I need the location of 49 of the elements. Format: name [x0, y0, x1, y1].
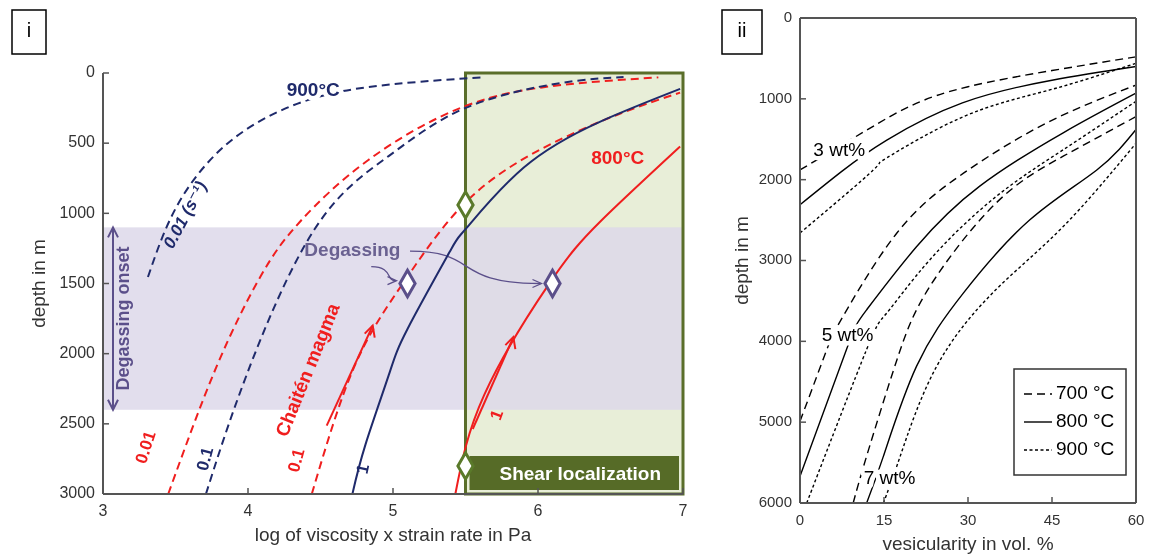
y-tick-label: 2000: [758, 169, 792, 187]
annotation: 900°C: [286, 79, 341, 101]
x-tick-label: 45: [1043, 511, 1061, 528]
x-tick-label: 3: [98, 502, 108, 519]
x-tick-label: 6: [533, 502, 543, 519]
line-series: [146, 76, 483, 279]
annotation: 3 wt%: [813, 139, 866, 161]
legend-label: 800 °C: [1056, 410, 1115, 432]
annotation: Degassing: [304, 239, 401, 261]
y-tick-label: 3000: [59, 484, 96, 502]
text: 0.01 (s⁻¹): [159, 177, 211, 252]
y-tick-label: 2500: [59, 414, 96, 432]
x-tick-label: 4: [243, 502, 253, 519]
band-label: Shear localization: [499, 463, 662, 484]
line-series: [454, 145, 682, 495]
y-tick-label: 2000: [59, 343, 96, 361]
y-tick-label: 3000: [758, 250, 792, 268]
x-tick-label: 30: [959, 511, 977, 528]
x-tick-label: 60: [1127, 511, 1145, 528]
line-series: [799, 62, 1137, 234]
y-tick-label: 5000: [758, 412, 792, 430]
annotation: 7 wt%: [863, 466, 916, 488]
chart-title: ii: [737, 19, 747, 42]
chart-title: i: [26, 19, 32, 42]
y-tick-label: 0: [783, 7, 792, 25]
y-tick-label: 4000: [758, 331, 792, 349]
band-label: Degassing onset: [113, 246, 133, 391]
annotation: 800°C: [591, 146, 645, 168]
x-tick-label: 7: [678, 502, 688, 519]
x-tick-label: 15: [875, 511, 893, 528]
y-axis-title: depth in m: [28, 239, 49, 328]
text: 0.1: [192, 445, 218, 473]
legend-label: 900 °C: [1056, 438, 1115, 460]
y-tick-label: 0: [86, 63, 96, 81]
y-tick-label: 1500: [59, 273, 96, 291]
line-series: [799, 56, 1137, 171]
x-tick-label: 0: [795, 511, 805, 528]
text: 0.1: [284, 446, 309, 475]
x-axis-title: vesicularity in vol. %: [882, 533, 1054, 554]
y-tick-label: 1000: [59, 203, 96, 221]
y-tick-label: 6000: [758, 492, 792, 510]
text: 0.01: [131, 428, 160, 467]
y-tick-label: 500: [68, 133, 96, 151]
y-tick-label: 1000: [758, 88, 792, 106]
legend-label: 700 °C: [1056, 382, 1115, 404]
text: 1: [486, 407, 508, 423]
x-tick-label: 5: [388, 502, 398, 519]
x-axis-title: log of viscosity x strain rate in Pa: [254, 524, 532, 545]
y-axis-title: depth in m: [731, 216, 752, 305]
